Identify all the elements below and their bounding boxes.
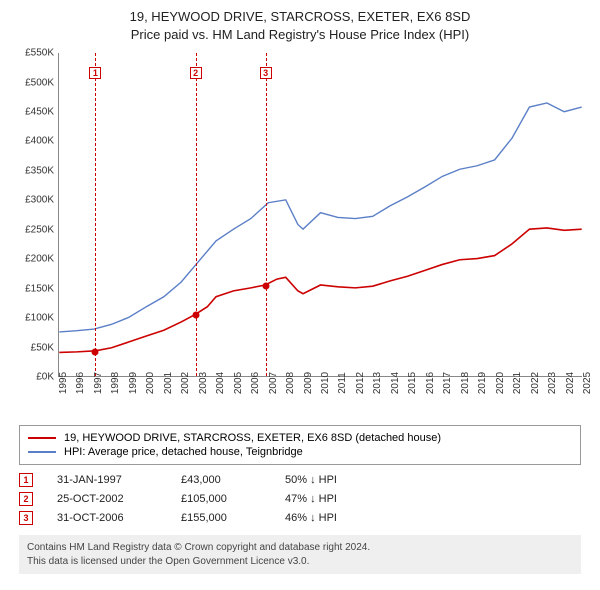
y-tick-label: £250K: [10, 224, 54, 235]
legend-swatch: [28, 437, 56, 439]
sales-diff: 50% ↓ HPI: [285, 474, 581, 486]
marker-vline: [196, 53, 197, 376]
y-tick-label: £550K: [10, 48, 54, 59]
y-tick-label: £0K: [10, 372, 54, 383]
sales-marker: 2: [19, 492, 33, 506]
sales-price: £155,000: [181, 512, 261, 524]
chart-container: 19, HEYWOOD DRIVE, STARCROSS, EXETER, EX…: [0, 0, 600, 582]
title-block: 19, HEYWOOD DRIVE, STARCROSS, EXETER, EX…: [10, 8, 590, 43]
sales-row: 3 31-OCT-2006 £155,000 46% ↓ HPI: [19, 511, 581, 525]
sales-row: 2 25-OCT-2002 £105,000 47% ↓ HPI: [19, 492, 581, 506]
y-tick-label: £350K: [10, 165, 54, 176]
sales-marker: 1: [19, 473, 33, 487]
sales-row: 1 31-JAN-1997 £43,000 50% ↓ HPI: [19, 473, 581, 487]
sales-marker: 3: [19, 511, 33, 525]
y-tick-label: £100K: [10, 313, 54, 324]
sales-price: £105,000: [181, 493, 261, 505]
plot-area: 1 2 3: [58, 53, 582, 377]
sales-diff: 46% ↓ HPI: [285, 512, 581, 524]
chart: 1 2 3 £0K £50K £100K £150K £200K £250K £300K £350…: [10, 49, 590, 419]
sales-date: 31-JAN-1997: [57, 474, 157, 486]
y-tick-label: £50K: [10, 342, 54, 353]
series-line-property: [59, 228, 581, 353]
legend-label: 19, HEYWOOD DRIVE, STARCROSS, EXETER, EX…: [64, 432, 441, 444]
footer-line-2: This data is licensed under the Open Gov…: [27, 555, 573, 569]
marker-box: 3: [260, 67, 272, 79]
y-tick-label: £150K: [10, 283, 54, 294]
sales-diff: 47% ↓ HPI: [285, 493, 581, 505]
legend-label: HPI: Average price, detached house, Teig…: [64, 446, 303, 458]
y-tick-label: £500K: [10, 77, 54, 88]
marker-vline: [95, 53, 96, 376]
legend-row: HPI: Average price, detached house, Teig…: [28, 446, 572, 458]
y-tick-label: £200K: [10, 254, 54, 265]
legend-row: 19, HEYWOOD DRIVE, STARCROSS, EXETER, EX…: [28, 432, 572, 444]
chart-lines: [59, 53, 582, 376]
series-line-hpi: [59, 103, 581, 332]
x-tick-label: 2025: [582, 372, 600, 394]
y-tick-label: £400K: [10, 136, 54, 147]
marker-box: 2: [190, 67, 202, 79]
footer-line-1: Contains HM Land Registry data © Crown c…: [27, 541, 573, 555]
sales-price: £43,000: [181, 474, 261, 486]
sales-date: 31-OCT-2006: [57, 512, 157, 524]
sales-table: 1 31-JAN-1997 £43,000 50% ↓ HPI 2 25-OCT-2002…: [19, 473, 581, 525]
marker-vline: [266, 53, 267, 376]
y-tick-label: £450K: [10, 107, 54, 118]
marker-dot: [262, 282, 269, 289]
marker-box: 1: [89, 67, 101, 79]
title-line-1: 19, HEYWOOD DRIVE, STARCROSS, EXETER, EX…: [10, 8, 590, 26]
legend-swatch: [28, 451, 56, 453]
title-line-2: Price paid vs. HM Land Registry's House …: [10, 26, 590, 44]
legend: 19, HEYWOOD DRIVE, STARCROSS, EXETER, EX…: [19, 425, 581, 465]
sales-date: 25-OCT-2002: [57, 493, 157, 505]
footer-note: Contains HM Land Registry data © Crown c…: [19, 535, 581, 574]
marker-dot: [92, 348, 99, 355]
marker-dot: [192, 312, 199, 319]
y-tick-label: £300K: [10, 195, 54, 206]
